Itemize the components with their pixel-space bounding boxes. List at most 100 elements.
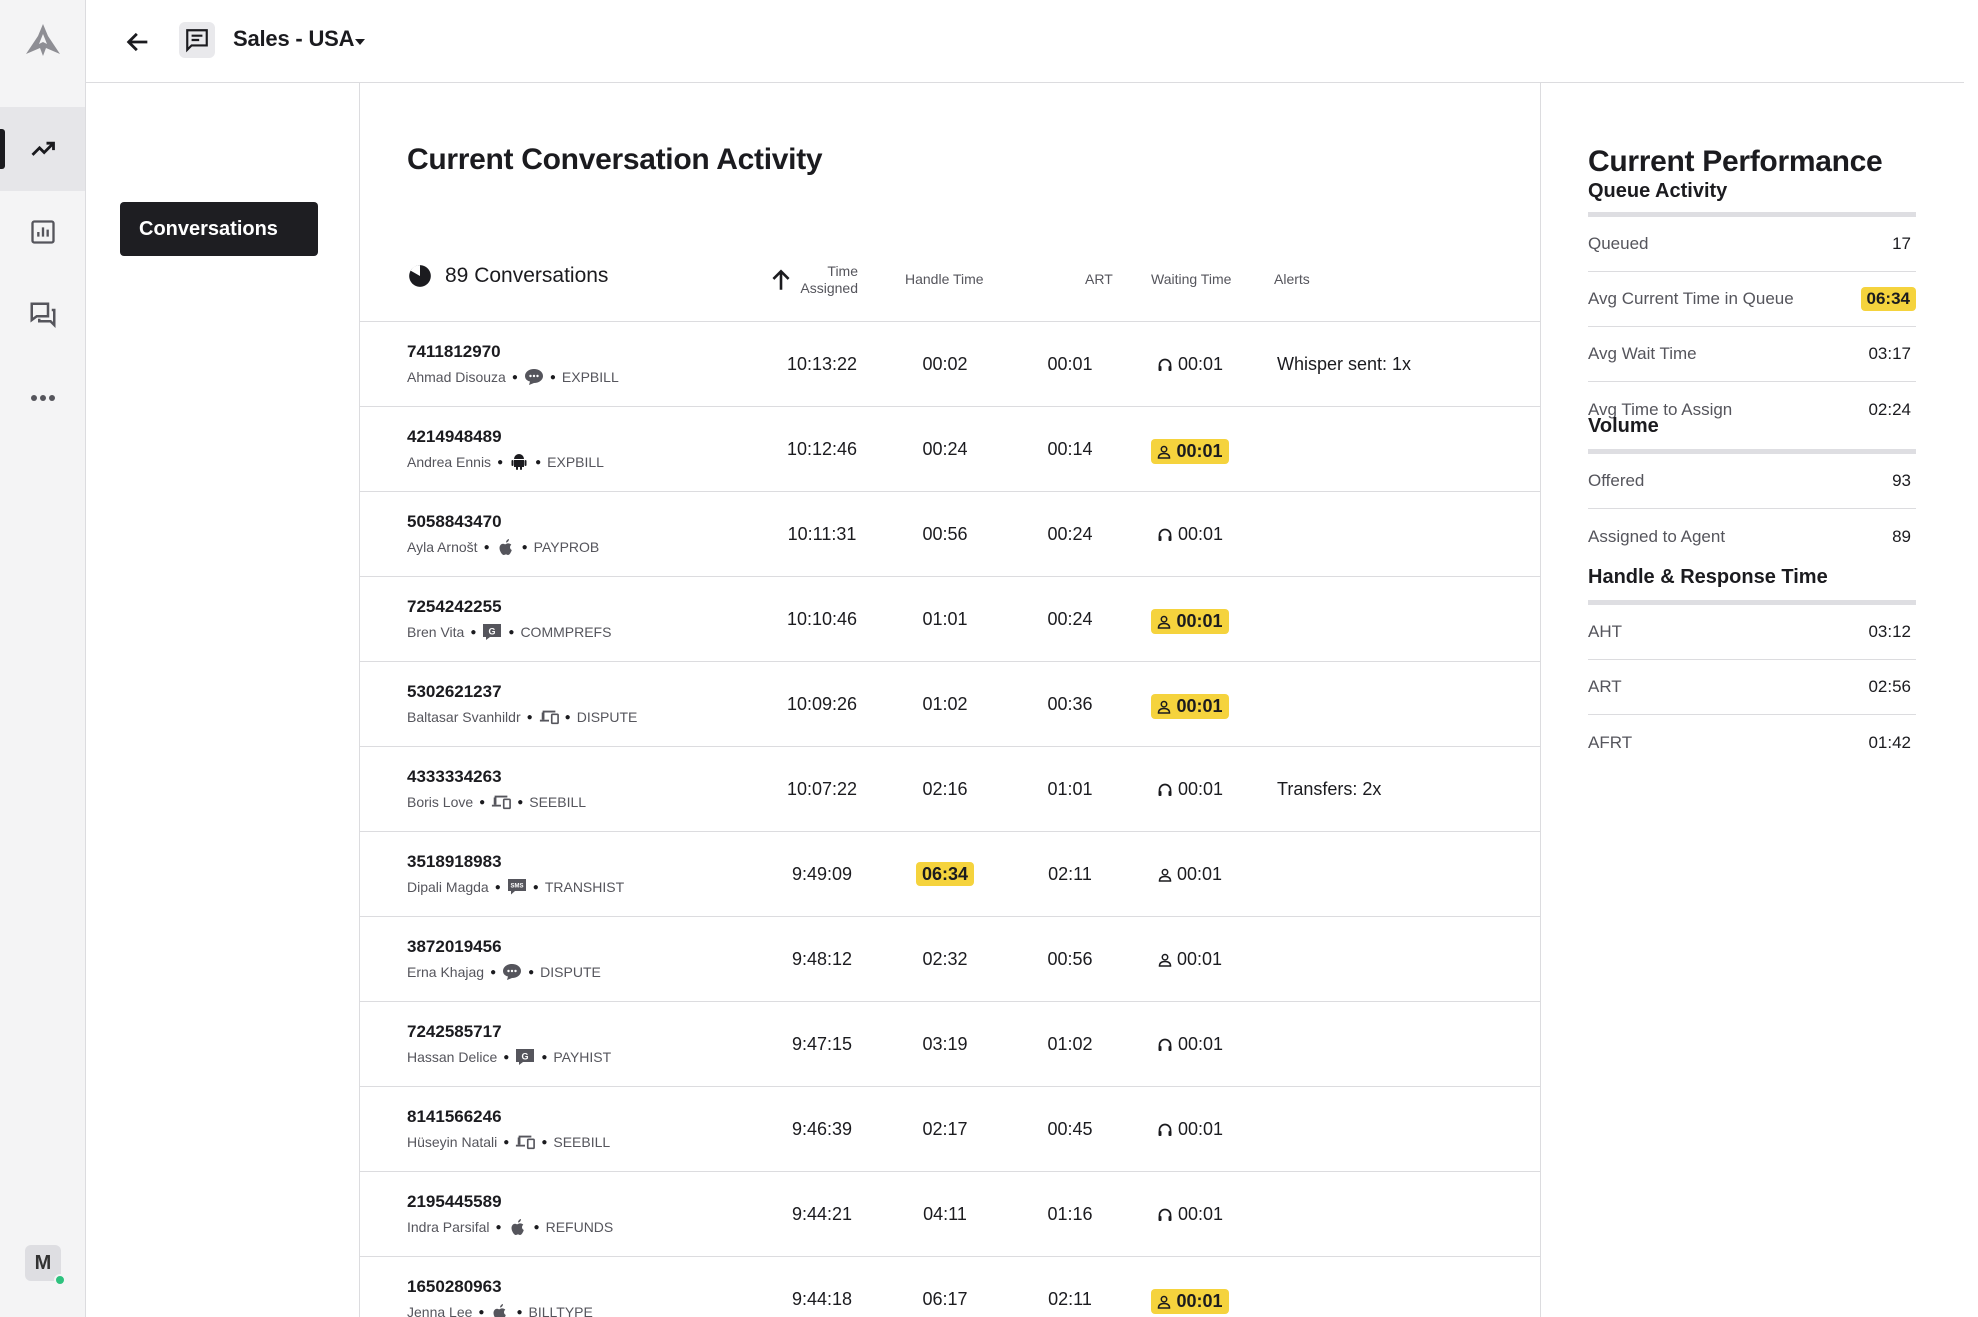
metric-label: Queued: [1588, 234, 1649, 253]
handle-time: 02:32: [900, 949, 990, 970]
apple-icon: [508, 1218, 528, 1236]
separator-dot: ●: [516, 1306, 523, 1317]
customer-name: Ahmad Disouza: [407, 369, 506, 385]
handle-time: 02:17: [900, 1119, 990, 1140]
conversation-id: 8141566246: [407, 1107, 502, 1126]
waiting-time-badge: 00:01: [1157, 1034, 1223, 1055]
queue-code: PAYPROB: [533, 539, 600, 555]
svg-text:G: G: [522, 1052, 529, 1062]
art-time: 01:01: [1047, 779, 1093, 799]
conversation-row[interactable]: 8141566246 Hüseyin Natali ● ● SEEBILL 9:46:39…: [360, 1087, 1541, 1172]
conversation-row[interactable]: 4333334263 Boris Love ● ● SEEBILL 10:07:22 02:…: [360, 747, 1541, 832]
queue-dropdown-button[interactable]: [348, 30, 372, 54]
conversation-row[interactable]: 4214948489 Andrea Ennis ● ● EXPBILL 10:12:46 0…: [360, 407, 1541, 492]
separator-dot: ●: [495, 1221, 502, 1233]
handle-time-value: 06:34: [915, 862, 975, 886]
art-time: 00:14: [1047, 439, 1093, 459]
nav-conversations[interactable]: [0, 273, 85, 357]
queue-title[interactable]: Sales - USA: [233, 26, 355, 51]
handle-time: 06:34: [900, 862, 990, 886]
customer-name: Baltasar Svanhildr: [407, 709, 521, 725]
metric-label: Avg Current Time in Queue: [1588, 289, 1794, 308]
separator-dot: ●: [503, 1136, 510, 1148]
column-header-time-assigned[interactable]: Time Assigned: [800, 263, 858, 296]
handle-time: 00:02: [900, 354, 990, 375]
bar-chart-icon: [30, 220, 55, 244]
conversation-row[interactable]: 5302621237 Baltasar Svanhildr ● ● DISPUTE 10:…: [360, 662, 1541, 747]
customer-name: Hüseyin Natali: [407, 1134, 498, 1150]
metric-value: 01:42: [1868, 732, 1911, 752]
art-time: 02:11: [1048, 864, 1092, 884]
separator-dot: ●: [497, 456, 504, 468]
handle-time-value: 03:19: [922, 1034, 968, 1054]
waiting-time-badge: 00:01: [1157, 524, 1223, 545]
queue-code: REFUNDS: [545, 1219, 614, 1235]
column-header-waiting-time[interactable]: Waiting Time: [1151, 271, 1232, 287]
waiting-time-badge: 00:01: [1157, 1204, 1223, 1225]
sort-ascending-icon[interactable]: [768, 267, 794, 293]
conversation-row[interactable]: 2195445589 Indra Parsifal ● ● REFUNDS 9:44:21…: [360, 1172, 1541, 1257]
queue-code: SEEBILL: [553, 1134, 611, 1150]
sms-icon: SMS: [507, 878, 527, 896]
top-bar: Sales - USA: [86, 0, 1964, 83]
back-button[interactable]: [118, 22, 158, 62]
metric-value: 06:34: [1860, 287, 1916, 311]
waiting-time-value: 00:01: [1176, 864, 1223, 884]
conversation-meta: Erna Khajag ● ● DISPUTE: [407, 963, 601, 981]
metric-value: 02:24: [1868, 399, 1911, 419]
conversation-row[interactable]: 3518918983 Dipali Magda ● SMS ● TRANSHIST 9:49…: [360, 832, 1541, 917]
art-time: 00:24: [1047, 609, 1093, 629]
waiting-time: 00:01: [1120, 694, 1260, 719]
person-icon: [1158, 953, 1172, 967]
customer-name: Bren Vita: [407, 624, 465, 640]
waiting-time-value: 00:01: [1176, 611, 1223, 631]
section-divider: [1588, 600, 1916, 605]
nav-performance-trend[interactable]: [0, 107, 85, 191]
art-time: 00:01: [1047, 354, 1093, 374]
app-logo-icon[interactable]: [22, 20, 64, 62]
conversation-row[interactable]: 3872019456 Erna Khajag ● ● DISPUTE 9:48:12 02:…: [360, 917, 1541, 1002]
waiting-time: 00:01: [1120, 354, 1260, 378]
google-icon: G: [515, 1048, 535, 1066]
svg-text:SMS: SMS: [510, 884, 523, 890]
waiting-time-value: 00:01: [1177, 524, 1224, 544]
time-assigned: 10:09:26: [786, 694, 858, 714]
section-title: Volume: [1588, 415, 1659, 437]
metric-value: 93: [1892, 471, 1911, 490]
column-header-art[interactable]: ART: [1085, 271, 1113, 287]
metric-row: Queued 17: [1588, 217, 1916, 272]
subnav-conversations[interactable]: Conversations: [120, 202, 318, 256]
alert-text: Transfers: 2x: [1277, 779, 1382, 799]
waiting-time-badge: 00:01: [1157, 1119, 1223, 1140]
devices-icon: [515, 1133, 536, 1151]
separator-dot: ●: [517, 796, 524, 808]
conversation-meta: Indra Parsifal ● ● REFUNDS: [407, 1218, 613, 1236]
metric-row: AHT 03:12: [1588, 605, 1916, 660]
conversation-row[interactable]: 7254242255 Bren Vita ● G ● COMMPREFS 10:10:46 0…: [360, 577, 1541, 662]
section-divider: [1588, 449, 1916, 454]
conversation-row[interactable]: 7242585717 Hassan Delice ● G ● PAYHIST 9:47:15…: [360, 1002, 1541, 1087]
time-assigned: 10:10:46: [786, 609, 858, 629]
nav-more[interactable]: [0, 356, 85, 440]
waiting-time-value: 00:01: [1176, 1291, 1223, 1311]
waiting-time: 00:01: [1120, 1034, 1260, 1058]
time-assigned: 9:46:39: [791, 1119, 853, 1139]
metric-row: Avg Time to Assign 02:24: [1588, 382, 1916, 437]
separator-dot: ●: [479, 796, 486, 808]
waiting-time-badge: 00:01: [1157, 354, 1223, 375]
nav-reports[interactable]: [0, 190, 85, 274]
conversation-row[interactable]: 5058843470 Ayla Arnošt ● ● PAYPROB 10:11:31 00…: [360, 492, 1541, 577]
conversation-id: 3872019456: [407, 937, 502, 956]
conversation-row[interactable]: 1650280963 Jenna Lee ● ● BILLTYPE 9:44:18 06:1…: [360, 1257, 1541, 1317]
waiting-time: 00:01: [1120, 779, 1260, 803]
time-assigned: 9:47:15: [791, 1034, 853, 1054]
column-header-handle-time[interactable]: Handle Time: [905, 271, 984, 287]
user-avatar[interactable]: M: [25, 1245, 66, 1286]
queue-chat-icon: [179, 22, 215, 58]
handle-time-value: 00:56: [922, 524, 968, 544]
waiting-time-value: 00:01: [1176, 441, 1223, 461]
conversation-row[interactable]: 7411812970 Ahmad Disouza ● ● EXPBILL 10:13:22…: [360, 322, 1541, 407]
waiting-time-badge: 00:01: [1158, 949, 1222, 970]
avatar-initial: M: [34, 1251, 52, 1274]
waiting-time-badge: 00:01: [1151, 609, 1229, 634]
